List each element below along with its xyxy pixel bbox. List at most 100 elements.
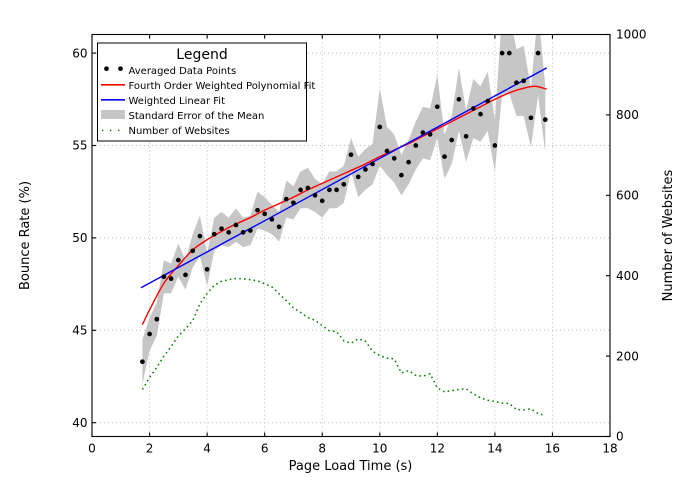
y-tick-label-left: 50 [72,231,87,245]
x-tick-label: 8 [318,442,326,456]
x-tick-label: 2 [146,442,154,456]
data-point [406,159,411,165]
data-point [506,50,512,56]
data-point [355,174,361,180]
x-tick-label: 12 [430,442,445,456]
y-tick-label-left: 40 [72,416,87,430]
data-point [211,231,217,237]
data-point [377,124,383,130]
y-tick-label-left: 60 [72,46,87,60]
data-point [233,222,239,228]
axes-layer: 0 2 4 6 8 10 12 14 16 184045505560020040060080010… [72,28,646,456]
data-point [427,132,433,137]
legend-entry-label: Number of Websites [129,126,230,137]
data-point [420,130,426,135]
data-point [255,207,260,213]
data-point [219,226,224,232]
y-tick-label-right: 200 [616,349,639,363]
data-point [485,98,491,104]
data-point [161,274,167,280]
data-point [463,133,469,139]
data-point [283,196,289,202]
data-point [190,248,196,254]
data-point [363,167,368,172]
y-axis-label-right: Number of Websites [661,169,676,301]
data-point [499,50,505,56]
data-point [298,187,303,193]
data-point [514,80,519,86]
data-point [542,117,548,122]
data-point [327,187,332,193]
data-point [449,137,455,143]
data-point [154,316,160,322]
x-tick-label: 6 [261,442,269,456]
data-point [175,257,181,263]
data-point [247,228,253,233]
data-point [269,217,275,222]
data-point [348,152,354,158]
y-tick-label-right: 600 [616,189,639,203]
data-point [312,193,318,198]
data-point [262,211,268,217]
data-point [492,143,498,148]
data-point [319,198,325,204]
x-tick-label: 16 [545,442,560,456]
data-point [291,200,296,206]
x-tick-label: 0 [88,442,96,456]
data-point [341,181,347,187]
x-axis-label: Page Load Time (s) [289,459,413,474]
legend-marker-patch [101,110,125,119]
data-point [442,154,447,159]
y-tick-label-right: 0 [616,430,624,444]
legend-entry-label: Averaged Data Points [129,66,237,77]
data-point [535,50,541,56]
data-point [334,187,339,193]
x-tick-label: 10 [372,442,387,456]
data-point [168,276,174,281]
plot-border [91,33,611,438]
x-tick-label: 14 [487,442,502,456]
data-point [521,78,527,84]
sem-band [142,34,546,384]
grid-layer [92,34,610,437]
data-point [240,230,246,235]
y-axis-label-left: Bounce Rate (%) [18,181,33,290]
legend-entry-label: Fourth Order Weighted Polynomial Fit [129,81,316,92]
poly-fit-line [141,85,547,326]
data-point [391,156,397,161]
y-tick-label-left: 55 [72,139,87,153]
data-point [384,148,390,154]
data-point [197,233,203,239]
data-point [528,115,534,121]
data-point [434,104,440,110]
y-tick-label-right: 400 [616,269,639,283]
data-point [470,106,476,111]
data-point [399,172,404,178]
data-point [147,331,152,337]
data-point [140,359,145,365]
y-tick-label-left: 45 [72,324,87,338]
data-point [413,143,419,148]
websites-line [141,277,546,417]
legend-marker-point [118,66,123,72]
x-tick-label: 18 [602,442,617,456]
legend-box [97,42,307,142]
y-tick-label-right: 800 [616,108,639,122]
legend-entries: Averaged Data Points Fourth Order Weighte… [101,66,315,137]
data-point [370,161,375,167]
legend-marker-point [104,66,109,72]
data-point [183,272,188,278]
x-tick-label: 4 [203,442,211,456]
data-point [478,111,483,117]
data-point [456,96,462,102]
legend: Legend Averaged Data Points Fourth Order … [97,42,315,142]
data-point [204,266,210,272]
legend-entry-label: Weighted Linear Fit [129,96,226,107]
data-point [226,230,232,235]
legend-title: Legend [176,47,227,63]
data-point [276,224,282,230]
data-layer [140,34,548,417]
data-point [305,185,311,191]
